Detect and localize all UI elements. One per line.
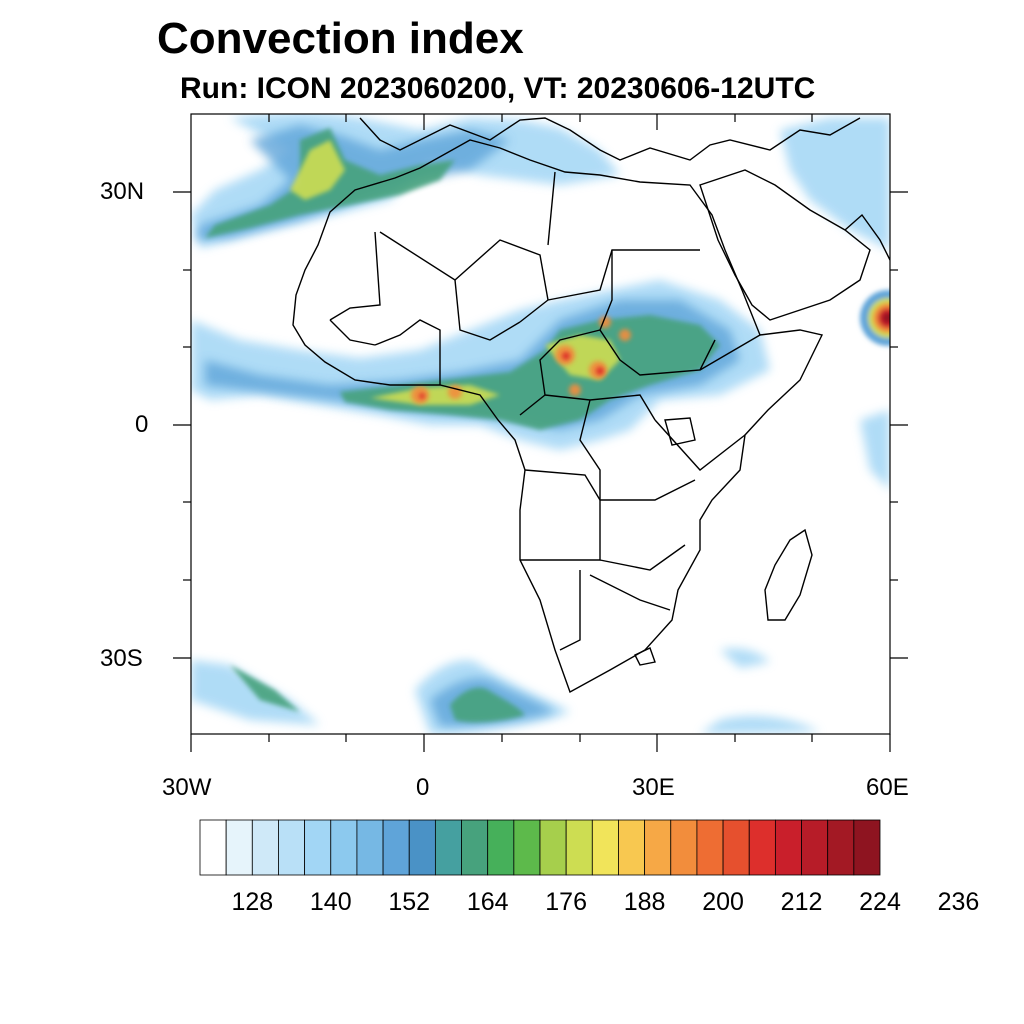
colorbar-swatch	[853, 819, 881, 876]
colorbar-swatch	[801, 819, 829, 876]
colorbar-swatch	[565, 819, 593, 876]
colorbar-swatch	[696, 819, 724, 876]
colorbar-swatch	[356, 819, 384, 876]
colorbar-tick-label: 128	[231, 888, 274, 916]
colorbar-swatch	[670, 819, 698, 876]
colorbar-swatch	[408, 819, 436, 876]
colorbar-swatch	[304, 819, 332, 876]
colorbar-tick-label: 212	[780, 888, 823, 916]
colorbar-swatch	[591, 819, 619, 876]
colorbar-swatch	[513, 819, 541, 876]
colorbar-swatch	[722, 819, 750, 876]
colorbar-swatch	[199, 819, 227, 876]
colorbar-tick-label: 164	[466, 888, 509, 916]
colorbar-tick-label: 176	[545, 888, 587, 916]
colorbar-tick-label: 200	[702, 888, 744, 916]
colorbar-swatch	[461, 819, 489, 876]
colorbar-swatch	[251, 819, 279, 876]
colorbar-swatch	[827, 819, 855, 876]
lon-label-60e: 60E	[866, 774, 909, 801]
chart-title: Convection index	[157, 14, 524, 63]
colorbar-swatch	[539, 819, 567, 876]
colorbar-swatch	[644, 819, 672, 876]
chart-subtitle: Run: ICON 2023060200, VT: 20230606-12UTC	[180, 72, 816, 105]
colorbar-swatch	[748, 819, 776, 876]
coastlines	[292, 117, 890, 694]
colorbar-tick-label: 140	[309, 888, 352, 916]
colorbar	[199, 819, 881, 876]
colorbar-swatch	[774, 819, 802, 876]
lat-label-0: 0	[135, 411, 149, 438]
tick-marks	[173, 114, 908, 752]
colorbar-swatch	[225, 819, 253, 876]
lon-label-0: 0	[416, 774, 430, 801]
convection-field	[191, 114, 890, 734]
colorbar-swatch	[487, 819, 515, 876]
lon-label-30w: 30W	[162, 774, 212, 801]
lat-label-30s: 30S	[100, 645, 143, 672]
plot-frame	[190, 113, 891, 735]
colorbar-tick-label: 188	[623, 888, 666, 916]
colorbar-swatch	[382, 819, 410, 876]
colorbar-swatch	[278, 819, 306, 876]
colorbar-tick-label: 152	[388, 888, 431, 916]
colorbar-swatch	[330, 819, 358, 876]
colorbar-tick-label: 236	[937, 888, 980, 916]
colorbar-swatch	[618, 819, 646, 876]
colorbar-swatch	[434, 819, 462, 876]
lon-label-30e: 30E	[632, 774, 675, 801]
colorbar-tick-label: 224	[859, 888, 901, 916]
lat-label-30n: 30N	[100, 178, 145, 205]
